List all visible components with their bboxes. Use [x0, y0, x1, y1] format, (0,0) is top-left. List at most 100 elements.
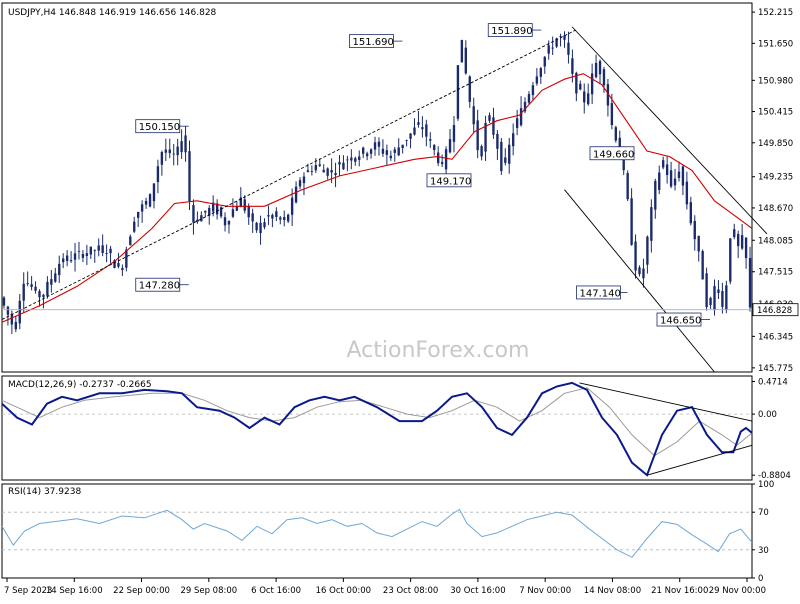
- annotation-box: [576, 285, 621, 300]
- candle-body: [30, 284, 33, 287]
- candle-body: [476, 120, 479, 151]
- current-price-box: [752, 303, 799, 317]
- candle-body: [302, 176, 306, 184]
- candle-body: [334, 172, 337, 175]
- candle-body: [559, 36, 562, 37]
- candle-body: [2, 297, 6, 306]
- candle-body: [322, 169, 325, 173]
- candle-body: [523, 101, 527, 112]
- candle-body: [239, 197, 242, 207]
- candle-body: [369, 149, 373, 154]
- annotation-label: 149.660: [593, 149, 634, 160]
- candle-body: [227, 221, 231, 225]
- candle-body: [156, 166, 160, 183]
- candle-body: [579, 83, 582, 90]
- candle-body: [168, 149, 171, 154]
- candle-body: [200, 215, 203, 222]
- price-tick-label: 149.850: [758, 139, 793, 149]
- candle-body: [425, 124, 428, 137]
- candle-body: [717, 289, 720, 293]
- candle-body: [575, 72, 578, 94]
- candle-body: [389, 155, 392, 159]
- candle-body: [113, 260, 116, 269]
- price-tick-label: 149.235: [758, 173, 793, 183]
- annotation-label: 151.890: [491, 26, 532, 37]
- candle-body: [547, 45, 550, 54]
- candle-body: [176, 146, 179, 156]
- candle-body: [460, 39, 464, 63]
- macd-header: MACD(12,26,9) -0.2737 -0.2665: [8, 380, 152, 390]
- candle-body: [263, 222, 266, 228]
- candle-body: [421, 127, 424, 130]
- annotation-label: 151.690: [353, 37, 394, 48]
- trend-line: [1, 29, 576, 320]
- candle-body: [496, 133, 499, 149]
- candle-body: [539, 68, 542, 77]
- candle-body: [689, 202, 692, 224]
- candle-body: [172, 153, 175, 155]
- candle-body: [133, 221, 136, 232]
- candle-body: [46, 281, 49, 296]
- price-tick-label: 150.980: [758, 76, 793, 86]
- candle-body: [665, 164, 669, 175]
- annotation-box: [135, 119, 181, 134]
- candle-body: [519, 108, 523, 126]
- candle-body: [251, 213, 254, 222]
- candle-body: [500, 141, 503, 172]
- candle-body: [535, 76, 539, 84]
- candle-body: [440, 162, 444, 165]
- candle-body: [338, 161, 341, 165]
- price-tick-label: 148.085: [758, 236, 793, 246]
- candle-body: [401, 144, 404, 148]
- candle-body: [235, 205, 239, 211]
- candle-body: [571, 58, 574, 74]
- candle-body: [531, 85, 535, 96]
- candle-body: [192, 205, 195, 223]
- candle-body: [693, 220, 696, 240]
- x-tick-label: 6 Oct 16:00: [251, 586, 301, 596]
- candle-body: [350, 157, 353, 161]
- annotation-label: 150.150: [139, 122, 180, 133]
- candle-body: [405, 140, 408, 141]
- macd-tick-label: -0.8804: [758, 471, 791, 481]
- candle-body: [437, 152, 440, 164]
- candle-body: [18, 300, 21, 324]
- price-panel: 152.215 151.650 150.980 150.415 149.850 149.2…: [1, 2, 799, 374]
- candle-body: [385, 150, 389, 155]
- annotation-label: 147.280: [139, 281, 180, 292]
- candle-body: [129, 236, 132, 246]
- candle-body: [685, 181, 689, 205]
- candle-body: [196, 219, 199, 222]
- candle-body: [504, 157, 507, 163]
- x-tick-label: 7 Sep 2023: [4, 586, 52, 596]
- candle-body: [681, 166, 685, 186]
- rsi-panel: 100 70 30 0: [1, 480, 774, 584]
- candle-body: [121, 267, 124, 271]
- candle-body: [721, 291, 724, 307]
- annotation-label: 146.650: [660, 316, 701, 327]
- candle-body: [729, 238, 732, 282]
- watermark: ActionForex.com: [347, 338, 530, 363]
- candle-body: [456, 65, 460, 119]
- candle-body: [275, 211, 278, 217]
- candle-body: [737, 233, 740, 247]
- candle-body: [318, 164, 321, 166]
- annotation-label: 149.170: [430, 176, 471, 187]
- candle-body: [81, 254, 85, 258]
- trend-line: [571, 26, 768, 235]
- candle-body: [583, 91, 586, 103]
- candle-body: [62, 258, 65, 263]
- candle-body: [452, 125, 456, 142]
- macd-tick-label: 0.00: [758, 410, 777, 420]
- candle-body: [14, 322, 17, 330]
- price-tick-label: 147.515: [758, 268, 793, 278]
- candle-body: [468, 76, 471, 102]
- candle-body: [646, 236, 649, 265]
- candle-body: [484, 122, 487, 152]
- candle-body: [377, 141, 381, 147]
- candle-body: [362, 147, 365, 154]
- x-tick-label: 29 Nov 00:00: [709, 586, 766, 596]
- candle-body: [433, 145, 436, 151]
- candle-body: [77, 250, 81, 252]
